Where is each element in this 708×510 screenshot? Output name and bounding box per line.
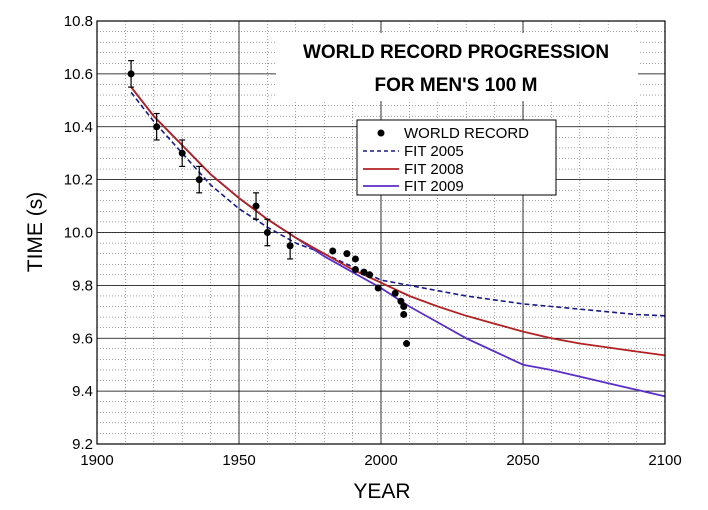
world-record-point (252, 202, 260, 210)
world-record-point (397, 297, 405, 305)
world-record-point (286, 242, 294, 250)
title-line-2: FOR MEN'S 100 M (375, 75, 538, 96)
legend: WORLD RECORD FIT 2005 FIT 2008 FIT 2009 (356, 119, 557, 196)
x-axis-title: YEAR (353, 480, 410, 503)
x-tick-label: 2100 (648, 452, 681, 469)
y-tick-label: 10.2 (64, 172, 93, 189)
series-layer (127, 60, 666, 398)
legend-box (356, 119, 557, 196)
ticks: 1900 1950 2000 2050 2100 9.2 9.4 9.6 9.8 10.0 10.2… (64, 13, 682, 469)
world-record-point (403, 340, 411, 348)
y-tick-label: 9.4 (72, 383, 93, 400)
plot-frame (96, 20, 666, 445)
world-record-point (400, 310, 408, 318)
world-record-point (127, 70, 135, 78)
world-record-point (178, 149, 186, 157)
world-record-point (351, 255, 359, 263)
y-tick-label: 9.2 (72, 436, 93, 453)
world-record-point (374, 284, 382, 292)
title-background (276, 33, 638, 101)
world-record-point (343, 250, 351, 258)
world-record-point (391, 289, 399, 297)
series-line-fit-2005 (130, 91, 666, 317)
legend-marker-world-record (377, 129, 385, 137)
plot-border (96, 20, 666, 445)
y-tick-label: 10.0 (64, 225, 93, 242)
x-tick-label: 2050 (506, 452, 539, 469)
world-record-point (195, 176, 203, 184)
legend-label-fit-2009: FIT 2009 (404, 178, 464, 195)
title-line-1: WORLD RECORD PROGRESSION (303, 42, 609, 63)
world-record-point (360, 268, 368, 276)
y-tick-label: 10.8 (64, 13, 93, 30)
world-record-point (263, 229, 271, 236)
world-record-point (153, 123, 161, 131)
world-record-point (366, 271, 374, 279)
y-tick-label: 10.4 (64, 119, 93, 136)
series-line-fit-2008 (130, 86, 666, 357)
world-record-point (329, 247, 337, 255)
y-tick-label: 9.8 (72, 277, 93, 294)
chart-title: WORLD RECORD PROGRESSION FOR MEN'S 100 M (303, 42, 609, 96)
legend-label-fit-2005: FIT 2005 (404, 143, 464, 160)
x-tick-label: 1900 (80, 452, 113, 469)
x-tick-label: 1950 (222, 452, 255, 469)
y-axis-title: TIME (s) (24, 192, 47, 272)
y-tick-label: 10.6 (64, 66, 93, 83)
legend-label-world-record: WORLD RECORD (404, 125, 529, 142)
world-record-point (351, 266, 359, 274)
legend-label-fit-2008: FIT 2008 (404, 161, 464, 178)
x-tick-label: 2000 (364, 452, 397, 469)
world-record-point (400, 303, 408, 311)
y-tick-label: 9.6 (72, 330, 93, 347)
